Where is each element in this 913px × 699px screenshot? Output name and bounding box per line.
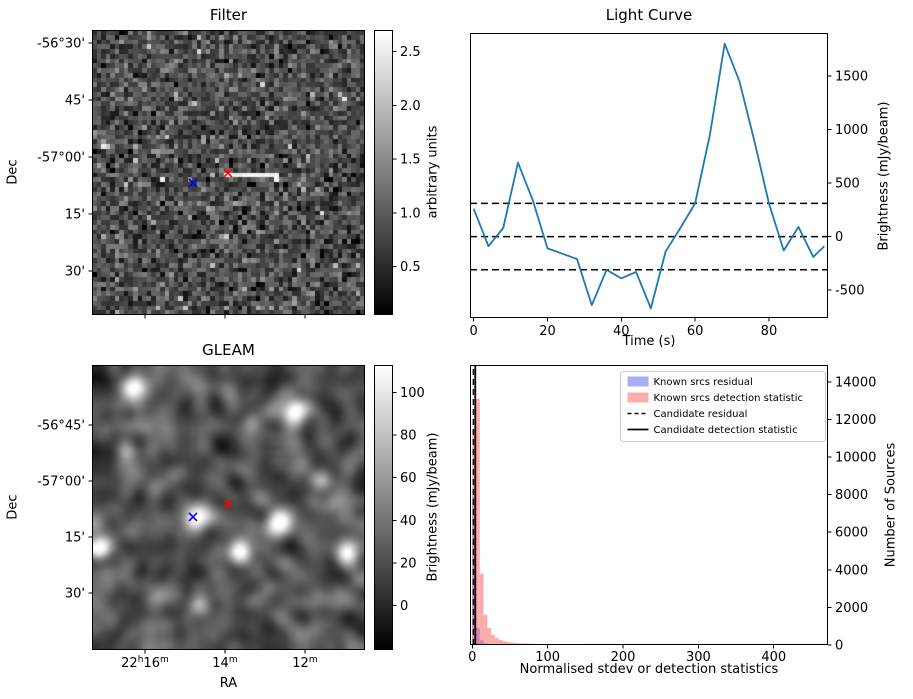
histogram-bar — [494, 637, 499, 645]
legend-box — [620, 371, 826, 442]
light-curve-axes-frame — [470, 33, 828, 318]
legend-label: Candidate residual — [654, 409, 748, 420]
gleam-xlabel: RA — [219, 676, 238, 691]
light-curve-line — [472, 42, 825, 310]
y-tick-label: 15' — [65, 531, 85, 546]
y-tick-label: 15' — [65, 208, 85, 223]
colorbar-tick-label: 60 — [400, 471, 417, 486]
y-tick-label: -56°45' — [37, 419, 85, 434]
x-tick-label: 14m​ — [212, 655, 237, 671]
histogram-bar — [472, 428, 477, 645]
colorbar-tick-label: 2.0 — [400, 99, 421, 114]
x-tick-label: 40 — [613, 324, 630, 339]
y-tick-label: 0 — [835, 639, 843, 654]
histogram-bar — [483, 614, 488, 645]
x-tick-label: 0 — [470, 324, 478, 339]
x-tick-label: 20 — [539, 324, 556, 339]
gleam-image — [92, 365, 365, 650]
x-tick-label: 60 — [687, 324, 704, 339]
y-tick-label: 500 — [835, 177, 860, 192]
histogram-bar — [479, 573, 484, 645]
histogram-bar — [491, 634, 495, 645]
x-tick-label: 80 — [761, 324, 778, 339]
x-tick-label: 100 — [535, 650, 560, 665]
y-tick-label: 1500 — [835, 69, 868, 84]
histogram-bar — [498, 639, 503, 645]
histogram-bar — [476, 398, 480, 645]
y-tick-label: 6000 — [835, 526, 868, 541]
y-tick-label: 30' — [65, 587, 85, 602]
colorbar-tick-label: 2.5 — [400, 45, 421, 60]
x-tick-label: 0 — [468, 650, 476, 665]
y-tick-label: -57°00' — [37, 151, 85, 166]
candidate-marker — [223, 499, 233, 509]
x-tick-label: 400 — [761, 650, 786, 665]
histogram-bar — [487, 628, 492, 645]
histogram-bar — [513, 642, 518, 645]
gleam-axes-frame — [92, 365, 365, 650]
colorbar-tick-label: 1.0 — [400, 206, 421, 221]
histogram-bar — [502, 641, 507, 645]
x-tick-label: 200 — [611, 650, 636, 665]
legend-label: Known srcs detection statistic — [654, 393, 803, 404]
y-tick-label: 30' — [65, 265, 85, 280]
filter-colorbar — [374, 30, 393, 315]
y-tick-label: -56°30' — [37, 37, 85, 52]
known-source-marker — [188, 178, 198, 188]
y-tick-label: -500 — [835, 284, 865, 299]
y-tick-label: 45' — [65, 94, 85, 109]
colorbar-tick-label: 0.5 — [400, 260, 421, 275]
colorbar-tick-label: 80 — [400, 429, 417, 444]
y-tick-label: 12000 — [835, 413, 876, 428]
colorbar-tick-label: 1.5 — [400, 153, 421, 168]
known-source-marker — [188, 512, 198, 522]
hist-axes-frame — [470, 365, 828, 645]
x-tick-label: 22h16m​ — [121, 655, 169, 671]
colorbar-tick-label: 20 — [400, 556, 417, 571]
legend-label: Known srcs residual — [654, 377, 753, 388]
filter-axes-frame — [92, 30, 365, 315]
colorbar-tick-label: 40 — [400, 514, 417, 529]
light-curve-xlabel: Time (s) — [622, 334, 676, 349]
histogram-bar — [506, 641, 510, 645]
gleam-title: GLEAM — [202, 341, 255, 359]
colorbar-tick-label: 0 — [400, 599, 408, 614]
hist-xlabel: Normalised stdev or detection statistics — [519, 662, 779, 677]
y-tick-label: -57°00' — [37, 474, 85, 489]
legend-swatch — [627, 376, 649, 387]
x-tick-label: 300 — [686, 650, 711, 665]
candidate-marker — [223, 168, 233, 178]
legend-label: Candidate detection statistic — [654, 425, 798, 436]
filter-title: Filter — [209, 6, 248, 24]
y-tick-label: 2000 — [835, 601, 868, 616]
histogram-bar — [509, 642, 514, 645]
legend-swatch — [627, 392, 649, 403]
y-tick-label: 10000 — [835, 451, 876, 466]
light-curve-title: Light Curve — [605, 6, 693, 24]
y-tick-label: 14000 — [835, 375, 876, 390]
colorbar-tick-label: 100 — [400, 386, 425, 401]
x-tick-label: 12m​ — [292, 655, 317, 671]
gleam-colorbar — [374, 365, 393, 650]
y-tick-label: 8000 — [835, 488, 868, 503]
y-tick-label: 0 — [835, 230, 843, 245]
y-tick-label: 1000 — [835, 123, 868, 138]
y-tick-label: 4000 — [835, 563, 868, 578]
